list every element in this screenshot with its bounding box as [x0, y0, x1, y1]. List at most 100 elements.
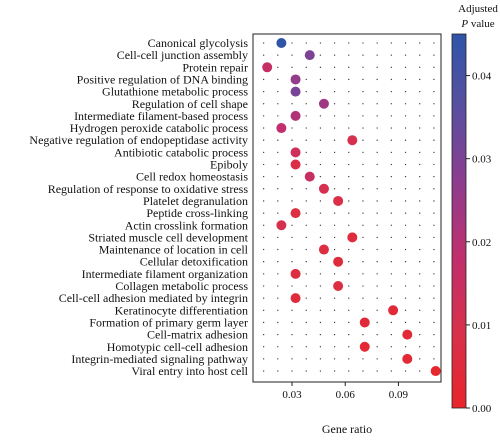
grid-dot — [390, 54, 392, 56]
grid-dot — [390, 188, 392, 190]
grid-dot — [376, 224, 378, 226]
grid-dot — [305, 346, 307, 348]
grid-dot — [390, 370, 392, 372]
grid-dot — [376, 309, 378, 311]
grid — [262, 42, 435, 372]
grid-dot — [433, 42, 435, 44]
term-label: Homotypic cell-cell adhesion — [107, 340, 248, 354]
grid-dot — [433, 285, 435, 287]
grid-dot — [333, 309, 336, 311]
grid-dot — [404, 212, 407, 214]
grid-dot — [348, 309, 350, 311]
term-label: Hydrogen peroxide catabolic process — [70, 121, 249, 135]
grid-dot — [291, 127, 293, 129]
term-label: Collagen metabolic process — [115, 279, 248, 293]
grid-dot — [348, 103, 350, 105]
grid-dot — [348, 297, 350, 299]
grid-dot — [291, 42, 293, 44]
grid-dot — [305, 236, 307, 239]
grid-dot — [333, 212, 336, 214]
grid-dot — [262, 358, 265, 360]
grid-dot — [404, 236, 407, 239]
grid-dot — [262, 176, 265, 178]
grid-dot — [404, 103, 407, 105]
grid-dot — [348, 54, 350, 56]
grid-dot — [277, 333, 279, 336]
grid-dot — [277, 346, 279, 348]
grid-dot — [319, 212, 322, 214]
grid-dot — [390, 321, 392, 324]
data-point — [388, 305, 399, 316]
grid-dot — [376, 66, 378, 68]
legend-tick-label: 0.03 — [472, 154, 492, 166]
grid-dot — [376, 115, 378, 117]
legend-title-p: P — [460, 18, 468, 30]
grid-dot — [362, 42, 364, 44]
grid-dot — [362, 333, 364, 336]
grid-dot — [262, 370, 265, 372]
grid-dot — [277, 309, 279, 311]
grid-dot — [362, 248, 364, 251]
grid-dot — [404, 90, 407, 93]
grid-dot — [376, 273, 378, 275]
grid-dot — [291, 103, 293, 105]
grid-dot — [362, 309, 364, 311]
grid-dot — [277, 151, 279, 154]
grid-dot — [277, 163, 279, 166]
grid-dot — [433, 200, 435, 202]
data-point — [262, 62, 273, 73]
grid-dot — [404, 370, 407, 372]
grid-dot — [319, 321, 322, 324]
grid-dot — [362, 200, 364, 202]
grid-dot — [419, 54, 421, 56]
grid-dot — [277, 54, 279, 56]
grid-dot — [433, 90, 435, 93]
grid-dot — [419, 66, 421, 68]
grid-dot — [291, 66, 293, 68]
grid-dot — [277, 273, 279, 275]
grid-dot — [390, 90, 392, 93]
grid-dot — [433, 248, 435, 251]
grid-dot — [390, 139, 392, 141]
grid-dot — [319, 66, 322, 68]
grid-dot — [404, 176, 407, 178]
grid-dot — [291, 139, 293, 141]
grid-dot — [319, 224, 322, 226]
grid-dot — [362, 90, 364, 93]
grid-dot — [376, 163, 378, 166]
grid-dot — [262, 139, 265, 141]
grid-dot — [291, 285, 293, 287]
grid-dot — [433, 212, 435, 214]
grid-dot — [362, 212, 364, 214]
legend-tick-label: 0.01 — [472, 320, 491, 332]
grid-dot — [433, 188, 435, 190]
grid-dot — [291, 261, 293, 263]
grid-dot — [333, 151, 336, 154]
grid-dot — [262, 273, 265, 275]
grid-dot — [305, 127, 307, 129]
grid-dot — [305, 103, 307, 105]
grid-dot — [419, 346, 421, 348]
grid-dot — [376, 297, 378, 299]
grid-dot — [277, 261, 279, 263]
grid-dot — [433, 224, 435, 226]
grid-dot — [433, 176, 435, 178]
grid-dot — [390, 261, 392, 263]
term-label: Negative regulation of endopeptidase act… — [29, 133, 248, 147]
grid-dot — [433, 321, 435, 324]
grid-dot — [376, 261, 378, 263]
grid-dot — [277, 285, 279, 287]
legend-title-line1: Adjusted — [458, 3, 498, 15]
grid-dot — [390, 42, 392, 44]
grid-dot — [390, 78, 392, 81]
grid-dot — [419, 151, 421, 154]
grid-dot — [348, 127, 350, 129]
grid-dot — [305, 333, 307, 336]
legend-tick-label: 0.02 — [472, 237, 491, 249]
term-label: Intermediate filament-based process — [74, 109, 248, 123]
grid-dot — [348, 176, 350, 178]
data-point — [290, 208, 301, 219]
grid-dot — [262, 115, 265, 117]
grid-dot — [262, 200, 265, 202]
grid-dot — [277, 321, 279, 324]
